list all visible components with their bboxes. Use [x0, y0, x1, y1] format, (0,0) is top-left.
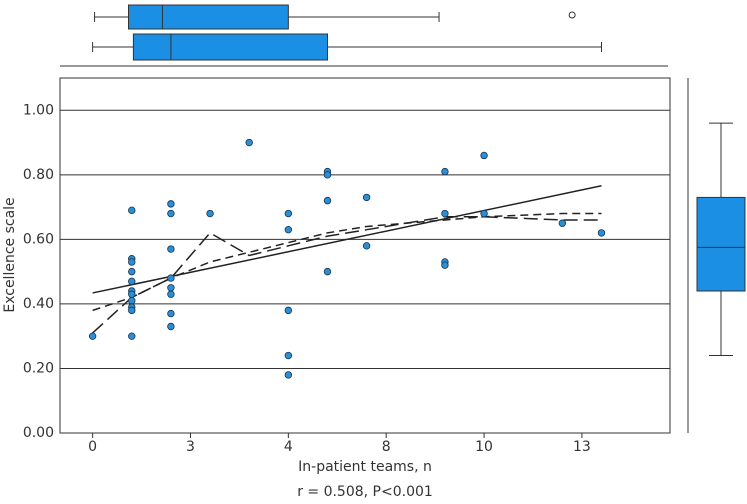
point	[362, 193, 371, 202]
x-axis-label: In-patient teams, n	[298, 459, 432, 475]
point	[167, 245, 175, 253]
point	[88, 332, 97, 340]
point	[597, 229, 606, 237]
point	[128, 332, 136, 340]
x-tick-label: 10	[475, 439, 493, 455]
y-axis-label: Excellence scale	[2, 197, 18, 312]
point	[362, 242, 371, 250]
point	[323, 267, 332, 276]
y-tick-label: 0.60	[23, 231, 54, 247]
point	[480, 209, 488, 218]
point	[284, 209, 293, 218]
point	[167, 209, 175, 218]
point	[167, 200, 175, 208]
box	[696, 196, 746, 292]
box	[132, 33, 328, 61]
point	[128, 258, 136, 266]
x-tick-label: 0	[88, 439, 97, 455]
point	[167, 309, 175, 318]
outlier	[568, 11, 576, 19]
x-tick-label: 13	[573, 439, 591, 455]
plot-frame	[59, 77, 671, 434]
point	[167, 290, 175, 298]
point	[323, 171, 332, 179]
point	[441, 209, 449, 218]
point	[284, 351, 293, 360]
annotation: r = 0.508, P<0.001	[297, 484, 433, 500]
point	[441, 261, 449, 269]
point	[245, 138, 253, 147]
point	[206, 209, 214, 218]
y-tick-label: 0.40	[23, 296, 54, 312]
point	[128, 277, 136, 286]
point	[284, 371, 293, 379]
y-tick-label: 0.20	[23, 360, 54, 376]
point	[128, 290, 136, 298]
x-tick-label: 4	[284, 439, 293, 455]
point	[167, 274, 175, 282]
y-tick-label: 1.00	[23, 102, 54, 118]
y-tick-label: 0.80	[23, 167, 54, 183]
point	[128, 296, 136, 305]
point	[558, 219, 567, 227]
box	[128, 4, 289, 30]
point	[284, 306, 293, 315]
point	[480, 151, 488, 160]
x-tick-label: 8	[382, 439, 391, 455]
point	[128, 306, 136, 315]
x-tick-label: 3	[186, 439, 195, 455]
point	[128, 206, 136, 215]
point	[441, 167, 449, 176]
point	[167, 322, 175, 331]
fit-line	[92, 216, 602, 334]
y-tick-label: 0.00	[23, 425, 54, 441]
point	[128, 267, 136, 276]
point	[167, 284, 175, 292]
point	[323, 196, 332, 205]
fit-line	[92, 212, 602, 312]
point	[284, 225, 293, 234]
